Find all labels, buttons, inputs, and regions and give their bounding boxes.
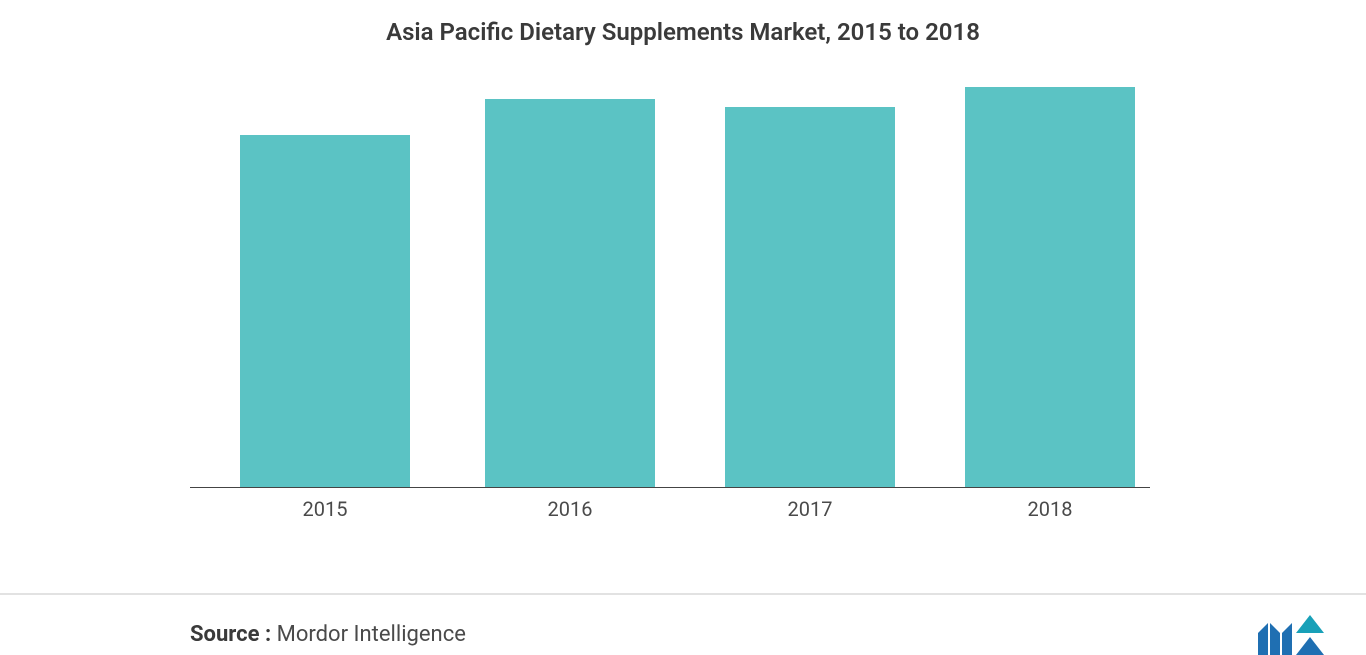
x-label-2017: 2017 <box>788 497 833 521</box>
bar-2017 <box>725 107 895 487</box>
source-attribution: Source : Mordor Intelligence <box>190 622 466 647</box>
bar-2015 <box>240 135 410 487</box>
x-label-2015: 2015 <box>303 497 348 521</box>
x-label-2018: 2018 <box>1028 497 1073 521</box>
chart-title: Asia Pacific Dietary Supplements Market,… <box>0 18 1366 46</box>
x-axis-labels: 2015 2016 2017 2018 <box>190 493 1150 523</box>
bar-2018 <box>965 87 1135 487</box>
source-text: Mordor Intelligence <box>277 622 466 647</box>
x-label-2016: 2016 <box>548 497 593 521</box>
mordor-logo-icon <box>1256 613 1326 655</box>
plot-area <box>190 88 1150 488</box>
x-axis-line <box>190 487 1150 488</box>
bar-2016 <box>485 99 655 487</box>
source-label: Source : <box>190 622 271 647</box>
footer: Source : Mordor Intelligence <box>0 593 1366 655</box>
